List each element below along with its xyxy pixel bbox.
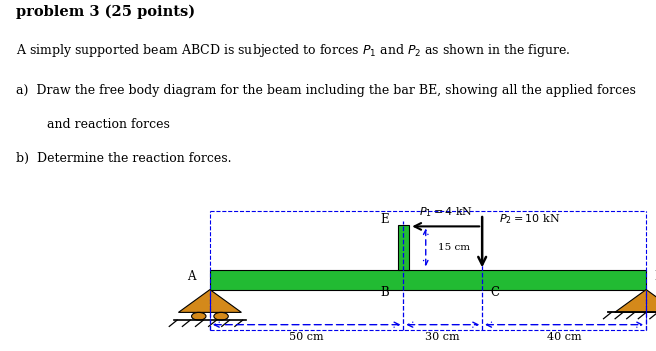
Text: $P_1=4$ kN: $P_1=4$ kN [419, 205, 473, 219]
Text: C: C [491, 286, 500, 299]
Text: D: D [655, 270, 656, 283]
Text: A simply supported beam ABCD is subjected to forces $P_1$ and $P_2$ as shown in : A simply supported beam ABCD is subjecte… [16, 42, 571, 59]
Polygon shape [615, 290, 656, 312]
Polygon shape [178, 290, 241, 312]
Text: 50 cm: 50 cm [289, 332, 324, 342]
Text: b)  Determine the reaction forces.: b) Determine the reaction forces. [16, 152, 232, 165]
Circle shape [192, 312, 206, 320]
Text: and reaction forces: and reaction forces [47, 118, 170, 131]
Text: B: B [380, 286, 389, 299]
Text: 30 cm: 30 cm [426, 332, 460, 342]
Text: 40 cm: 40 cm [547, 332, 581, 342]
Text: $P_2=10$ kN: $P_2=10$ kN [499, 212, 560, 226]
Text: problem 3 (25 points): problem 3 (25 points) [16, 5, 195, 19]
Bar [398, 225, 409, 270]
Bar [210, 270, 646, 290]
Circle shape [214, 312, 228, 320]
Text: 15 cm: 15 cm [438, 243, 470, 252]
Text: A: A [187, 270, 195, 283]
Text: a)  Draw the free body diagram for the beam including the bar BE, showing all th: a) Draw the free body diagram for the be… [16, 84, 636, 97]
Text: E: E [380, 213, 389, 226]
